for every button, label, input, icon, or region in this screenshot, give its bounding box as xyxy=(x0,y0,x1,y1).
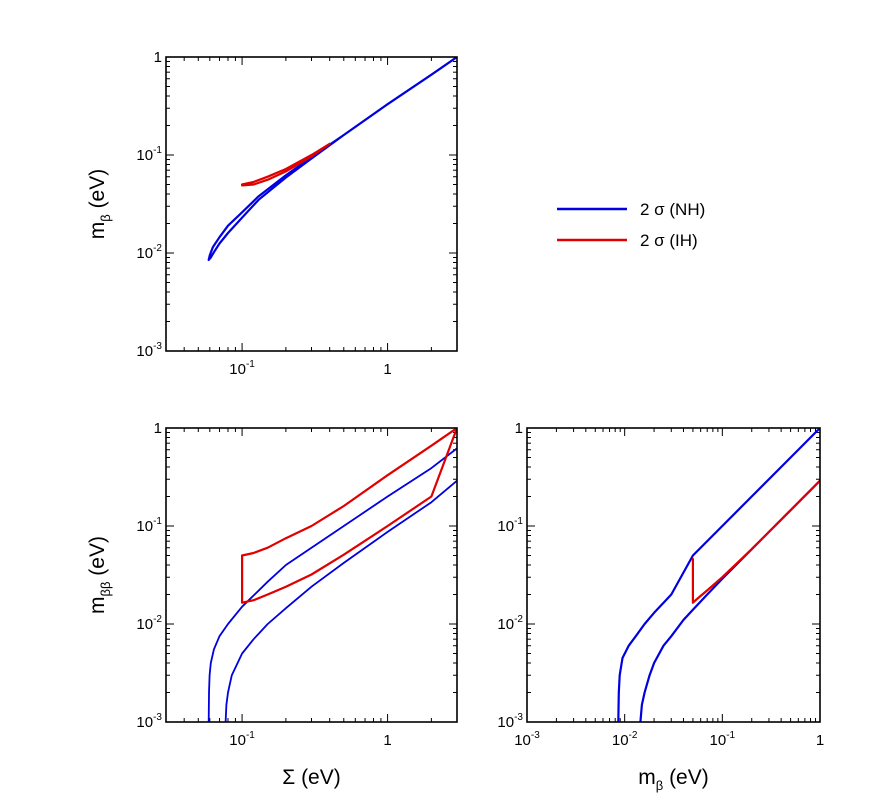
y-axis-label-main: m xyxy=(86,596,109,614)
x-tick-exponent: -1 xyxy=(726,730,735,741)
y-tick-exponent: -1 xyxy=(153,516,162,527)
series-line-nh xyxy=(207,447,457,722)
y-tick-label: 10-1 xyxy=(136,516,162,535)
series-line-nh xyxy=(224,479,457,722)
x-tick-exponent: -2 xyxy=(629,730,638,741)
x-axis-label-main: m xyxy=(638,766,656,789)
y-tick-label: 10-3 xyxy=(497,712,523,731)
y-tick-base: 1 xyxy=(154,420,162,437)
y-tick-exponent: -3 xyxy=(514,712,523,723)
y-axis-label-sub: β xyxy=(98,214,113,221)
series-line-ih xyxy=(241,428,457,604)
y-axis-label: mββ (eV) xyxy=(86,536,113,614)
series-line-ih xyxy=(691,479,820,604)
x-tick-label: 10-1 xyxy=(229,359,255,378)
y-axis-label-main: m xyxy=(86,222,109,240)
y-tick-exponent: -3 xyxy=(153,712,162,723)
series-line-nh xyxy=(207,57,457,261)
x-axis-label-unit: (eV) xyxy=(295,766,341,789)
x-tick-label: 10-1 xyxy=(710,730,736,749)
y-tick-label: 10-1 xyxy=(497,516,523,535)
x-axis-label-unit: (eV) xyxy=(663,766,709,789)
y-tick-exponent: -3 xyxy=(153,341,162,352)
x-axis-label: Σ (eV) xyxy=(282,766,341,789)
x-tick-label: 10-2 xyxy=(612,730,638,749)
y-tick-exponent: -2 xyxy=(514,614,523,625)
plot-frame xyxy=(526,427,821,723)
y-tick-label: 1 xyxy=(515,420,523,437)
y-tick-base: 1 xyxy=(515,420,523,437)
x-tick-base: 10 xyxy=(229,361,246,378)
y-tick-exponent: -1 xyxy=(514,516,523,527)
y-tick-base: 10 xyxy=(136,147,153,164)
y-axis-label-unit: (eV) xyxy=(86,536,109,582)
y-tick-label: 10-2 xyxy=(136,614,162,633)
x-axis-label-sub: β xyxy=(656,778,663,793)
y-tick-base: 10 xyxy=(497,518,514,535)
y-tick-exponent: -2 xyxy=(153,614,162,625)
y-tick-label: 10-2 xyxy=(497,614,523,633)
x-tick-label: 10-3 xyxy=(514,730,540,749)
y-tick-base: 10 xyxy=(136,245,153,262)
x-tick-exponent: -3 xyxy=(531,730,540,741)
y-tick-label: 1 xyxy=(154,49,162,66)
x-tick-base: 10 xyxy=(612,732,629,749)
y-tick-label: 10-3 xyxy=(136,341,162,360)
y-tick-base: 1 xyxy=(154,49,162,66)
y-axis-label-unit: (eV) xyxy=(86,169,109,215)
x-tick-exponent: -1 xyxy=(246,359,255,370)
x-tick-label: 1 xyxy=(816,732,824,749)
x-tick-base: 10 xyxy=(229,732,246,749)
y-axis-label: mβ (eV) xyxy=(86,169,113,240)
x-tick-base: 10 xyxy=(710,732,727,749)
y-tick-label: 1 xyxy=(154,420,162,437)
x-tick-exponent: -1 xyxy=(246,730,255,741)
legend-label-ih: 2 σ (IH) xyxy=(640,231,698,250)
y-tick-label: 10-3 xyxy=(136,712,162,731)
y-tick-exponent: -1 xyxy=(153,145,162,156)
y-tick-label: 10-2 xyxy=(136,243,162,262)
x-axis-label-main: Σ xyxy=(282,766,295,789)
legend-label-nh: 2 σ (NH) xyxy=(640,200,705,219)
plot-frame xyxy=(165,56,458,352)
legend: 2 σ (NH) 2 σ (IH) xyxy=(557,200,705,250)
series-line-nh xyxy=(617,428,820,722)
y-tick-label: 10-1 xyxy=(136,145,162,164)
x-tick-label: 1 xyxy=(383,732,391,749)
y-tick-base: 10 xyxy=(136,714,153,731)
y-tick-base: 10 xyxy=(136,343,153,360)
x-tick-base: 1 xyxy=(816,732,824,749)
x-tick-label: 1 xyxy=(383,361,391,378)
x-tick-base: 10 xyxy=(514,732,531,749)
y-tick-base: 10 xyxy=(497,616,514,633)
x-tick-base: 1 xyxy=(383,361,391,378)
y-tick-base: 10 xyxy=(497,714,514,731)
y-tick-base: 10 xyxy=(136,518,153,535)
y-tick-exponent: -2 xyxy=(153,243,162,254)
y-axis-label-sub: ββ xyxy=(98,582,113,597)
x-tick-base: 1 xyxy=(383,732,391,749)
series-line-ih xyxy=(241,142,331,187)
x-axis-label: mβ (eV) xyxy=(638,766,709,793)
x-tick-label: 10-1 xyxy=(229,730,255,749)
y-tick-base: 10 xyxy=(136,616,153,633)
plot-frame xyxy=(165,427,458,723)
